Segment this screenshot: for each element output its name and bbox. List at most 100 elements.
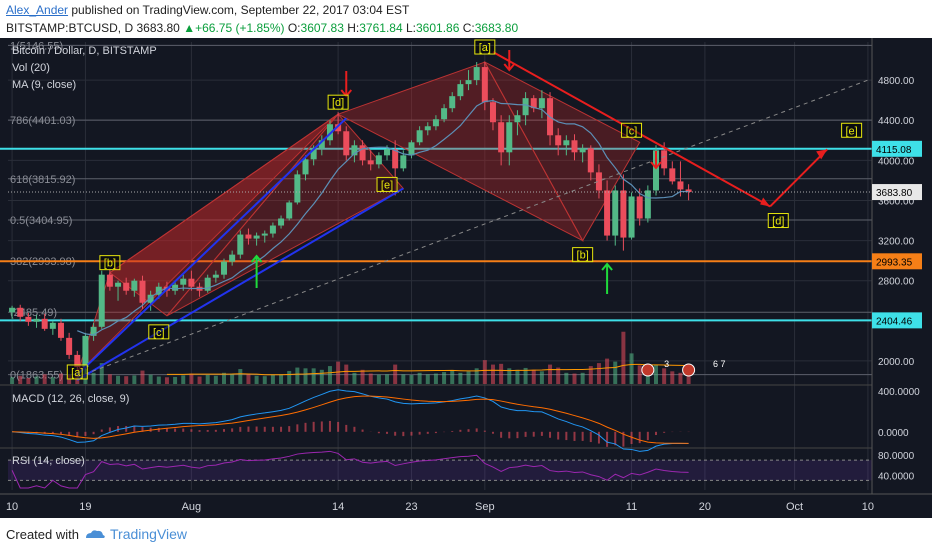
pattern-label: [a] bbox=[71, 367, 83, 379]
tradingview-logo[interactable]: TradingView bbox=[84, 526, 187, 542]
volume-bar bbox=[352, 372, 357, 384]
legend-volume: Vol (20) bbox=[12, 62, 50, 74]
volume-bar bbox=[34, 376, 39, 384]
macd-histogram-bar bbox=[76, 431, 79, 438]
volume-bar bbox=[238, 369, 243, 384]
price-tick-label: 3600.00 bbox=[878, 196, 915, 207]
fib-level-label: 786(4401.03) bbox=[10, 115, 75, 127]
macd-histogram-bar bbox=[312, 421, 315, 432]
candle-body bbox=[441, 108, 448, 120]
volume-bar bbox=[42, 374, 47, 384]
macd-histogram-bar bbox=[532, 431, 535, 437]
candle-body bbox=[489, 102, 496, 123]
volume-bar bbox=[686, 373, 691, 384]
volume-bar bbox=[580, 372, 585, 384]
volume-bar bbox=[189, 373, 194, 384]
candle-body bbox=[261, 233, 268, 236]
signal-line bbox=[12, 395, 689, 444]
volume-bar bbox=[613, 361, 618, 384]
volume-bar bbox=[140, 370, 145, 384]
candle-body bbox=[147, 294, 154, 303]
price-tag-label: 2993.35 bbox=[876, 257, 913, 268]
date-tick-label: 10 bbox=[862, 501, 874, 513]
volume-bar bbox=[409, 375, 414, 384]
candle-body bbox=[375, 155, 382, 165]
price-axis-bg bbox=[872, 38, 932, 518]
candle-body bbox=[604, 190, 611, 236]
macd-histogram-bar bbox=[239, 426, 242, 432]
last-price: 3683.80 bbox=[136, 21, 180, 35]
volume-bar bbox=[164, 377, 169, 384]
price-tag bbox=[872, 184, 922, 201]
volume-bar bbox=[181, 375, 186, 384]
candle-body bbox=[400, 155, 407, 169]
price-change: +66.75 (+1.85%) bbox=[195, 21, 285, 35]
volume-bar bbox=[393, 364, 398, 384]
macd-histogram-bar bbox=[508, 431, 511, 439]
volume-bar bbox=[482, 360, 487, 384]
candle-body bbox=[449, 96, 456, 109]
macd-histogram-bar bbox=[614, 431, 617, 446]
macd-histogram-bar bbox=[394, 431, 397, 436]
candle-body bbox=[155, 286, 162, 295]
volume-bar bbox=[556, 367, 561, 384]
macd-histogram-bar bbox=[418, 431, 421, 435]
macd-histogram-bar bbox=[434, 431, 437, 434]
event-flag-icon bbox=[682, 363, 696, 377]
pattern-label-box bbox=[148, 324, 170, 340]
candle-body bbox=[506, 122, 513, 153]
up-arrow-icon bbox=[601, 262, 613, 271]
volume-bar bbox=[303, 368, 308, 384]
date-tick-label: 23 bbox=[405, 501, 417, 513]
volume-bar bbox=[450, 370, 455, 384]
rsi-line bbox=[11, 450, 689, 489]
candle-body bbox=[628, 196, 635, 238]
pattern-label-box bbox=[99, 255, 121, 271]
candle-body bbox=[457, 84, 464, 97]
macd-histogram-bar bbox=[663, 431, 666, 433]
volume-bar bbox=[515, 369, 520, 384]
macd-histogram-bar bbox=[51, 431, 54, 434]
candle-body bbox=[49, 322, 56, 329]
price-chart[interactable]: 1(5146.55) 786(4401.03) 618(3815.92) 0.5(34… bbox=[0, 38, 932, 518]
volume-bar bbox=[654, 364, 658, 384]
open-label: O: bbox=[287, 21, 301, 35]
rsi-tick-label: 40.0000 bbox=[878, 471, 915, 482]
volume-bar bbox=[91, 372, 96, 384]
candle-body bbox=[74, 354, 81, 367]
pattern-label: [e] bbox=[381, 179, 393, 191]
macd-histogram-bar bbox=[524, 431, 527, 437]
volume-bar bbox=[173, 376, 178, 384]
candle-body bbox=[653, 150, 659, 191]
candle-body bbox=[571, 140, 578, 153]
ma-line bbox=[77, 100, 689, 336]
down-arrow-icon bbox=[650, 161, 662, 170]
volume-bar bbox=[490, 364, 495, 384]
volume-bar bbox=[458, 372, 463, 384]
tradingview-brand: TradingView bbox=[110, 526, 188, 542]
macd-tick-label: 0.0000 bbox=[878, 428, 909, 439]
candle-body bbox=[294, 174, 301, 203]
date-tick-label: 19 bbox=[79, 501, 91, 513]
volume-bar bbox=[50, 377, 55, 384]
author-link[interactable]: Alex_Ander bbox=[6, 3, 69, 17]
macd-histogram-bar bbox=[573, 431, 576, 441]
candle-body bbox=[188, 278, 195, 287]
volume-bar bbox=[124, 376, 129, 384]
date-tick-label: Sep bbox=[475, 501, 495, 513]
candle-body bbox=[636, 196, 643, 219]
macd-histogram-bar bbox=[475, 428, 478, 432]
macd-histogram-bar bbox=[255, 426, 258, 432]
volume-bar bbox=[507, 368, 512, 384]
pattern-label: [b] bbox=[104, 258, 116, 270]
candles bbox=[9, 62, 692, 375]
close-label: C: bbox=[462, 21, 475, 35]
candle-body bbox=[685, 189, 692, 193]
fib-level-label: 1(5146.55) bbox=[10, 40, 63, 52]
volume-bar bbox=[442, 372, 447, 384]
low-value: 3601.86 bbox=[416, 21, 460, 35]
candle-body bbox=[587, 148, 594, 173]
volume-bar bbox=[213, 375, 218, 384]
price-tag-label: 2404.46 bbox=[876, 316, 913, 327]
fib-retracement: 1(5146.55) 786(4401.03) 618(3815.92) 0.5(34… bbox=[0, 40, 872, 382]
